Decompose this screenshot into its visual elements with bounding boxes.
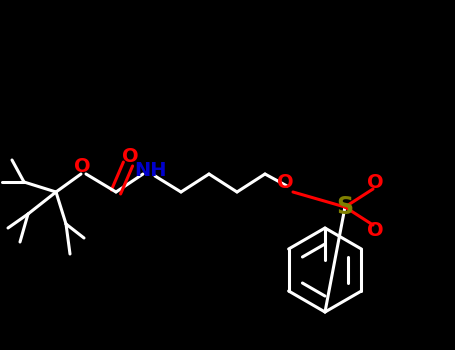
Text: O: O: [367, 174, 383, 192]
Text: NH: NH: [135, 161, 167, 180]
Text: O: O: [121, 147, 138, 166]
Text: O: O: [74, 156, 90, 175]
Text: S: S: [336, 195, 354, 219]
Text: O: O: [277, 173, 293, 191]
Text: O: O: [367, 222, 383, 240]
